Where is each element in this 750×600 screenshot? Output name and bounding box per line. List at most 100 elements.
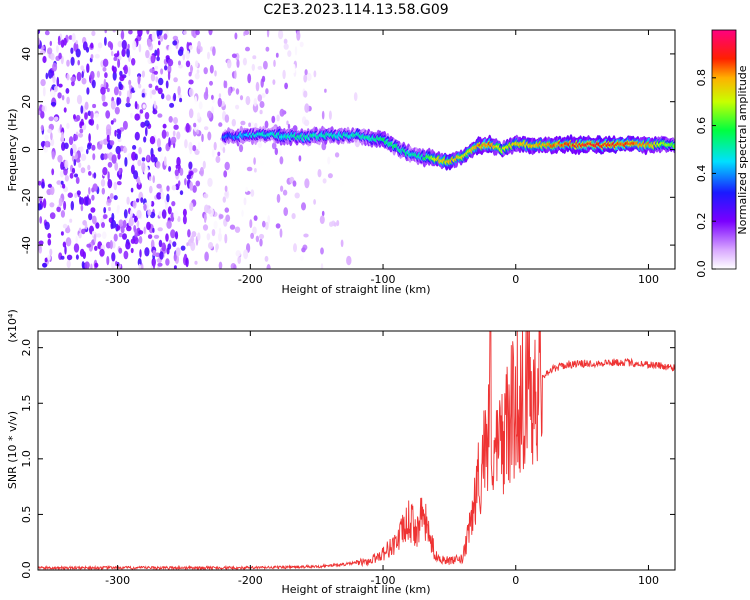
noise-blob xyxy=(203,193,209,199)
noise-blob xyxy=(134,113,140,121)
colorbar: 0.0 0.2 0.4 0.6 0.8 Normalized spectral ampl… xyxy=(695,29,749,278)
noise-blob xyxy=(90,70,95,80)
noise-blob xyxy=(283,38,288,45)
noise-blob xyxy=(173,124,179,130)
noise-blob xyxy=(151,89,157,95)
noise-blob xyxy=(118,232,123,238)
noise-blob xyxy=(116,225,121,231)
noise-blob xyxy=(336,220,340,227)
noise-blob xyxy=(116,97,120,106)
noise-blob xyxy=(109,140,115,146)
noise-blob xyxy=(109,240,113,250)
noise-blob xyxy=(175,247,181,257)
noise-blob xyxy=(138,83,142,89)
noise-blob xyxy=(77,59,80,66)
noise-blob xyxy=(141,92,145,98)
noise-blob xyxy=(209,64,214,74)
noise-blob xyxy=(175,164,179,169)
y-tick-label: 20 xyxy=(20,95,33,109)
noise-blob xyxy=(73,114,76,120)
noise-blob xyxy=(179,97,183,103)
noise-blob xyxy=(60,180,64,185)
noise-blob xyxy=(144,112,150,120)
noise-blob xyxy=(80,65,84,71)
noise-blob xyxy=(86,243,92,248)
noise-blob xyxy=(245,46,250,52)
noise-blob xyxy=(152,109,158,115)
snr-series-line xyxy=(38,331,675,570)
noise-blob xyxy=(241,209,244,217)
noise-blob xyxy=(133,82,139,92)
y-tick-label: 2.0 xyxy=(20,339,33,357)
noise-blob xyxy=(149,176,152,182)
noise-blob xyxy=(276,114,280,122)
noise-blob xyxy=(250,189,255,197)
noise-blob xyxy=(138,147,142,155)
noise-blob xyxy=(247,73,252,84)
noise-blob xyxy=(109,193,114,200)
noise-blob xyxy=(65,237,72,247)
noise-blob xyxy=(157,113,163,118)
noise-blob xyxy=(245,186,248,193)
noise-blob xyxy=(293,243,297,253)
noise-blob xyxy=(132,145,137,150)
noise-blob xyxy=(218,227,222,235)
noise-blob xyxy=(217,151,221,157)
noise-blob xyxy=(84,261,90,269)
noise-blob xyxy=(249,219,253,229)
noise-blob xyxy=(64,245,67,255)
noise-blob xyxy=(168,239,172,245)
noise-blob xyxy=(223,170,228,178)
noise-blob xyxy=(207,131,212,141)
noise-blob xyxy=(123,250,129,260)
noise-blob xyxy=(176,156,181,167)
noise-blob xyxy=(48,116,54,122)
noise-blob xyxy=(80,121,85,126)
noise-blob xyxy=(116,204,120,211)
y-tick-label: 0.0 xyxy=(20,561,33,579)
noise-blob xyxy=(80,204,84,212)
noise-blob xyxy=(152,175,155,184)
noise-blob xyxy=(75,48,81,58)
noise-blob xyxy=(213,220,218,229)
noise-blob xyxy=(88,198,92,205)
noise-blob xyxy=(143,226,146,235)
noise-blob xyxy=(120,30,125,40)
bottom-y-multiplier: (x10⁴) xyxy=(6,309,19,343)
noise-blob xyxy=(317,169,322,178)
noise-blob xyxy=(185,257,189,268)
noise-blob xyxy=(50,53,55,61)
noise-blob xyxy=(63,37,67,46)
noise-blob xyxy=(156,183,162,189)
noise-blob xyxy=(173,77,178,83)
noise-blob xyxy=(94,113,100,118)
y-tick-label: -40 xyxy=(20,236,33,254)
noise-blob xyxy=(79,248,85,257)
noise-blob xyxy=(80,167,86,174)
x-tick-label: -200 xyxy=(238,574,263,587)
noise-blob xyxy=(224,207,230,213)
noise-blob xyxy=(96,123,99,130)
noise-blob xyxy=(69,172,74,179)
noise-blob xyxy=(111,219,117,229)
noise-blob xyxy=(60,255,65,260)
noise-blob xyxy=(188,141,193,151)
noise-blob xyxy=(283,43,289,50)
noise-blob xyxy=(75,158,81,163)
noise-blob xyxy=(202,224,209,231)
noise-blob xyxy=(42,262,48,268)
noise-blob xyxy=(47,233,52,239)
noise-blob xyxy=(60,210,65,218)
noise-blob xyxy=(42,198,47,209)
noise-blob xyxy=(130,247,134,254)
noise-blob xyxy=(327,173,333,179)
noise-blob xyxy=(147,58,151,63)
noise-blob xyxy=(93,172,97,179)
noise-blob xyxy=(75,40,78,45)
noise-blob xyxy=(144,120,150,127)
noise-blob xyxy=(279,108,285,117)
noise-blob xyxy=(128,66,131,77)
noise-blob xyxy=(108,206,111,212)
noise-blob xyxy=(155,76,159,83)
noise-blob xyxy=(171,201,176,207)
